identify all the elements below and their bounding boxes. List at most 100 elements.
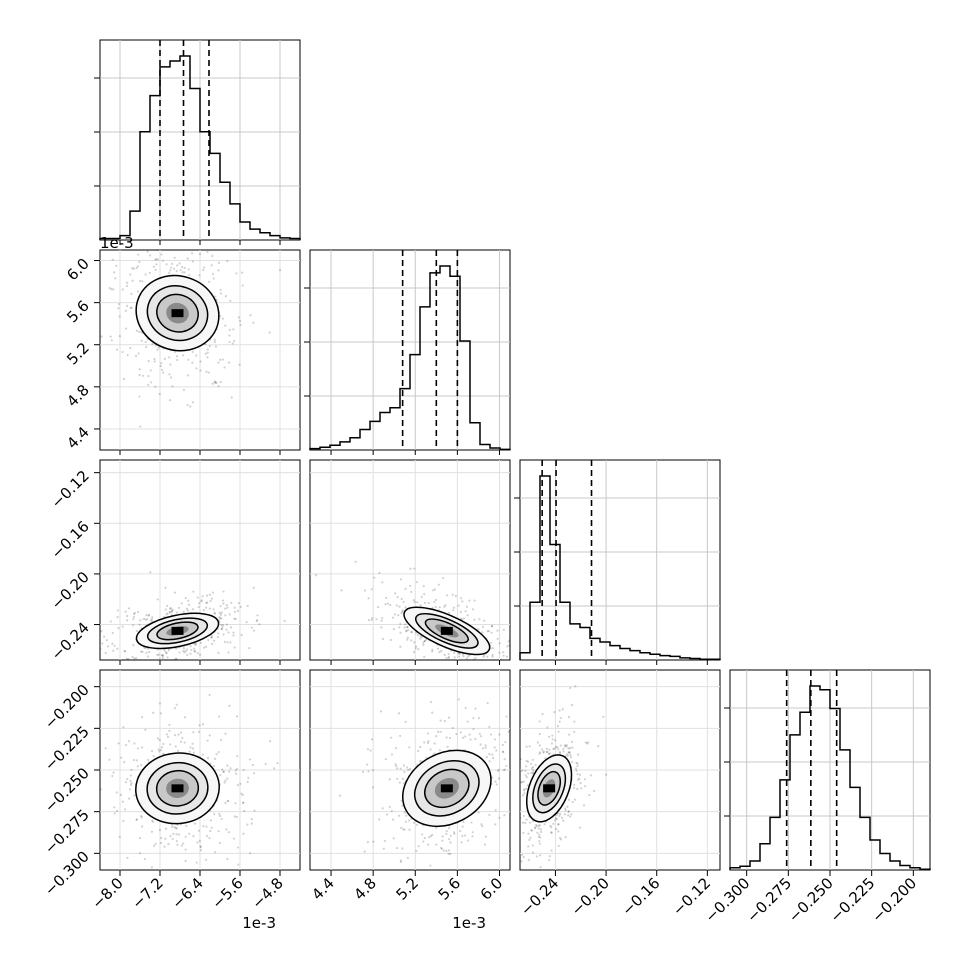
scatter-point: [169, 743, 172, 746]
scatter-point: [604, 773, 608, 776]
scatter-point: [129, 273, 132, 276]
scatter-point: [445, 594, 449, 597]
scatter-point: [531, 766, 535, 769]
scatter-point: [235, 772, 238, 775]
scatter-point: [199, 641, 202, 645]
scatter-point: [196, 841, 199, 844]
scatter-point: [167, 842, 170, 846]
scatter-point: [426, 741, 430, 745]
scatter-point: [249, 852, 252, 855]
scatter-point: [256, 619, 259, 622]
scatter-point: [447, 838, 451, 841]
scatter-point: [396, 595, 399, 599]
scatter-point: [145, 618, 149, 621]
scatter-point: [194, 642, 198, 646]
scatter-point: [134, 354, 138, 358]
scatter-point: [367, 770, 370, 773]
scatter-point: [221, 625, 224, 628]
scatter-point: [517, 775, 519, 777]
scatter-point: [181, 271, 184, 274]
scatter-point: [94, 326, 96, 328]
scatter-point: [563, 744, 566, 747]
scatter-point: [440, 846, 443, 850]
scatter-point: [136, 290, 140, 293]
scatter-point: [509, 651, 510, 654]
scatter-point: [130, 768, 133, 771]
scatter-point: [131, 279, 134, 282]
scatter-point: [132, 615, 136, 618]
scatter-point: [433, 600, 436, 604]
scatter-point: [567, 715, 571, 719]
scatter-point: [118, 302, 121, 306]
scatter-point: [256, 614, 259, 617]
scatter-point: [165, 613, 168, 616]
scatter-point: [163, 845, 166, 848]
scatter-point: [173, 591, 176, 594]
scatter-point: [239, 605, 242, 609]
scatter-point: [253, 809, 256, 812]
scatter-point: [575, 769, 578, 772]
scatter-point: [148, 650, 151, 654]
scatter-point: [133, 794, 136, 797]
scatter-point: [228, 613, 231, 616]
scatter-point: [422, 584, 425, 588]
scatter-point: [527, 832, 530, 835]
scatter-point: [118, 335, 121, 338]
scatter-point: [399, 860, 402, 864]
scatter-point: [197, 730, 201, 734]
scatter-point: [192, 731, 195, 734]
scatter-point: [431, 648, 434, 651]
scatter-point: [212, 765, 215, 768]
scatter-point: [477, 811, 480, 814]
scatter-point: [408, 746, 411, 749]
scatter-point: [569, 755, 573, 759]
scatter-point: [198, 839, 201, 842]
scatter-point: [201, 723, 205, 726]
scatter-point: [489, 733, 493, 736]
scatter-point: [129, 774, 133, 777]
scatter-point: [162, 371, 165, 374]
scatter-point: [438, 749, 442, 752]
scatter-point: [530, 767, 534, 770]
scatter-point: [494, 823, 497, 826]
scatter-point: [525, 787, 528, 790]
y-tick-label: −0.16: [48, 517, 93, 562]
scatter-point: [495, 662, 497, 664]
scatter-point: [395, 846, 399, 850]
scatter-point: [569, 753, 572, 757]
scatter-point: [232, 631, 235, 634]
scatter-point: [175, 647, 178, 650]
scatter-point: [248, 647, 251, 650]
scatter-point: [199, 849, 203, 852]
scatter-point: [491, 653, 494, 657]
scatter-point: [166, 735, 170, 739]
scatter-point: [109, 335, 112, 338]
scatter-point: [141, 280, 144, 283]
scatter-point: [423, 639, 426, 643]
scatter-point: [113, 806, 116, 809]
scatter-point: [517, 815, 519, 817]
x-offset-label: 1e-3: [452, 914, 486, 932]
scatter-point: [577, 753, 580, 756]
scatter-point: [413, 567, 416, 570]
scatter-point: [460, 841, 463, 844]
y-tick-label: −0.12: [48, 467, 93, 512]
scatter-point: [179, 268, 182, 272]
scatter-point: [114, 277, 117, 280]
scatter-point: [472, 728, 475, 731]
scatter-point: [443, 720, 446, 723]
scatter-point: [122, 659, 125, 660]
contour-line: [403, 606, 491, 656]
scatter-point: [210, 636, 213, 639]
scatter-point: [528, 838, 531, 841]
scatter-point: [437, 730, 440, 733]
scatter-point: [515, 742, 517, 744]
scatter-point: [419, 637, 422, 640]
scatter-point: [224, 614, 227, 617]
panel-content: [517, 685, 608, 869]
scatter-point: [133, 611, 137, 615]
scatter-point: [597, 744, 600, 748]
scatter-point: [149, 571, 152, 574]
scatter-point: [172, 267, 176, 270]
scatter-point: [193, 650, 196, 653]
